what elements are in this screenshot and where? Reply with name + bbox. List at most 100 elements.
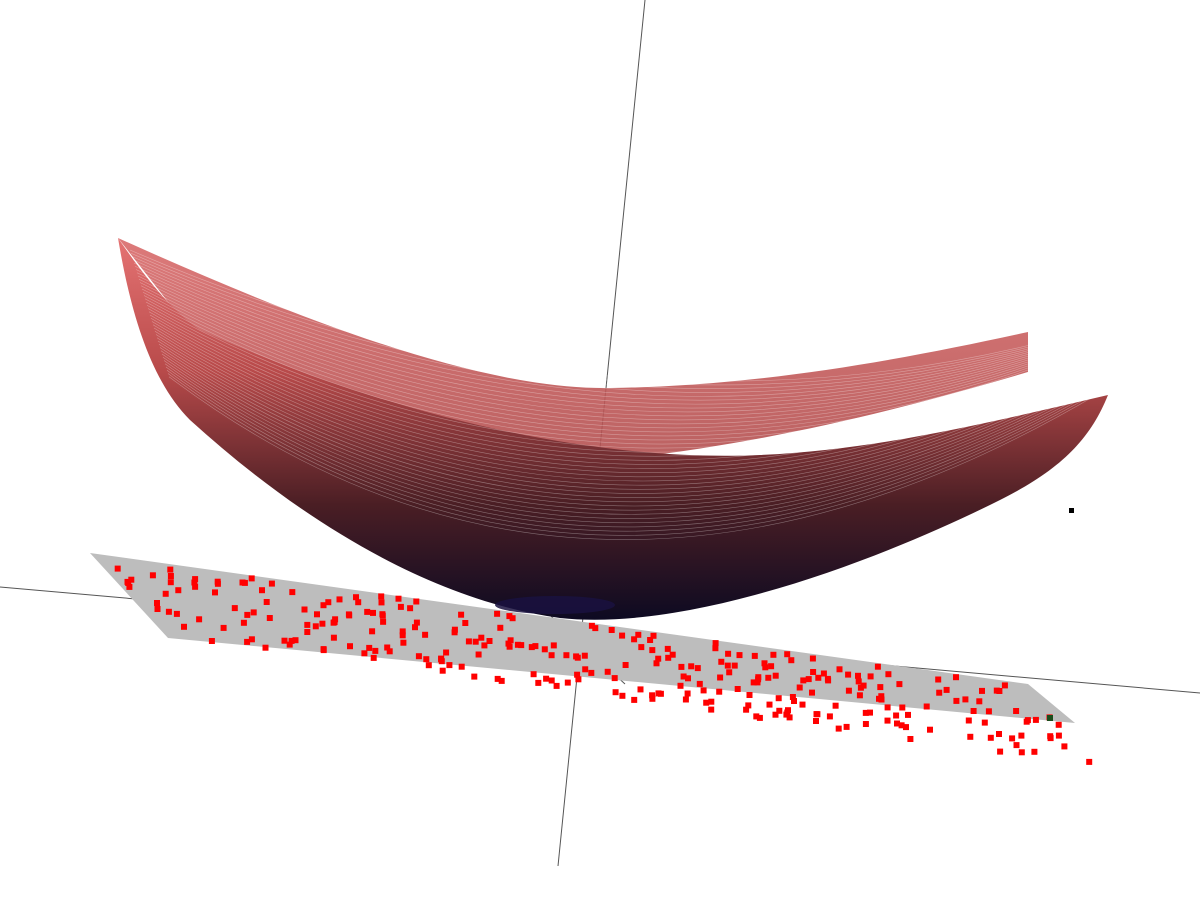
data-point: [682, 696, 689, 703]
data-point: [649, 692, 656, 699]
data-point: [366, 644, 373, 651]
mesh-line: [158, 344, 1081, 498]
data-point: [314, 611, 320, 618]
data-point: [514, 641, 521, 648]
data-point: [369, 628, 376, 635]
data-point: [665, 654, 672, 661]
data-point: [718, 658, 725, 665]
data-point: [1032, 716, 1039, 723]
data-point: [832, 702, 839, 709]
data-point: [898, 722, 905, 729]
data-point: [575, 676, 582, 683]
mesh-line: [144, 298, 1057, 441]
data-point: [736, 652, 743, 659]
data-point: [1018, 749, 1025, 756]
data-point: [785, 707, 791, 714]
data-point: [712, 645, 719, 652]
data-point: [953, 674, 959, 681]
data-point: [745, 702, 752, 709]
data-point: [907, 736, 914, 742]
data-point: [899, 704, 906, 711]
data-point: [355, 599, 362, 606]
data-point: [192, 583, 199, 590]
data-point: [399, 632, 406, 639]
data-point: [985, 708, 992, 715]
data-point: [1001, 682, 1008, 689]
mesh-line: [137, 275, 1045, 413]
data-point: [788, 657, 795, 664]
data-point: [320, 647, 327, 654]
mesh-line: [165, 366, 1094, 528]
data-point: [325, 599, 332, 606]
data-point: [1055, 721, 1062, 728]
data-point: [588, 622, 595, 629]
data-point: [395, 595, 402, 602]
data-point: [655, 655, 662, 662]
data-point: [478, 634, 485, 641]
data-point: [731, 662, 738, 669]
data-point: [953, 697, 960, 704]
data-point: [220, 624, 227, 631]
data-point: [446, 662, 453, 669]
data-point: [173, 610, 180, 617]
data-point: [439, 667, 446, 674]
data-point: [268, 580, 275, 587]
data-point: [712, 640, 719, 647]
data-point: [378, 599, 385, 606]
data-point: [604, 668, 611, 675]
data-point: [506, 613, 513, 620]
data-point: [786, 714, 793, 721]
data-point: [370, 654, 377, 661]
data-point: [475, 651, 482, 658]
mesh-line: [161, 353, 1087, 511]
data-point: [756, 714, 763, 721]
data-point: [772, 711, 779, 718]
data-point: [783, 711, 790, 718]
data-point: [1013, 708, 1020, 714]
data-point: [506, 643, 513, 650]
data-point: [1023, 718, 1030, 725]
data-point: [458, 611, 465, 618]
data-point: [548, 652, 555, 659]
data-point: [553, 682, 560, 689]
data-point: [471, 673, 478, 680]
data-point: [867, 709, 873, 716]
data-point: [162, 590, 169, 597]
mesh-line: [154, 330, 1074, 482]
data-point: [262, 644, 269, 651]
data-point: [413, 598, 420, 605]
data-point: [386, 648, 393, 655]
data-point: [784, 651, 791, 658]
mesh-line: [141, 288, 1052, 429]
data-point: [824, 675, 831, 682]
data-point: [1018, 732, 1025, 739]
data-point: [330, 619, 337, 626]
data-point: [649, 695, 656, 702]
data-point: [776, 707, 783, 714]
data-point: [1047, 733, 1054, 740]
data-point: [346, 612, 353, 619]
data-point: [836, 666, 843, 673]
data-point: [843, 723, 850, 730]
data-point: [248, 575, 255, 582]
data-point: [684, 690, 691, 697]
data-point: [649, 647, 656, 654]
data-point: [770, 651, 777, 658]
mesh-line: [150, 317, 1067, 465]
data-point: [167, 579, 174, 586]
data-point: [657, 690, 664, 697]
data-point: [1031, 748, 1038, 755]
mesh-line: [143, 295, 1055, 437]
data-point: [548, 677, 555, 684]
data-point: [993, 687, 1000, 694]
data-point: [422, 631, 429, 638]
data-point: [805, 676, 812, 683]
data-point: [775, 695, 782, 702]
data-point: [239, 579, 246, 586]
data-point: [893, 712, 900, 719]
data-point: [181, 623, 187, 630]
mesh-line: [131, 256, 1034, 389]
data-point: [458, 663, 465, 670]
